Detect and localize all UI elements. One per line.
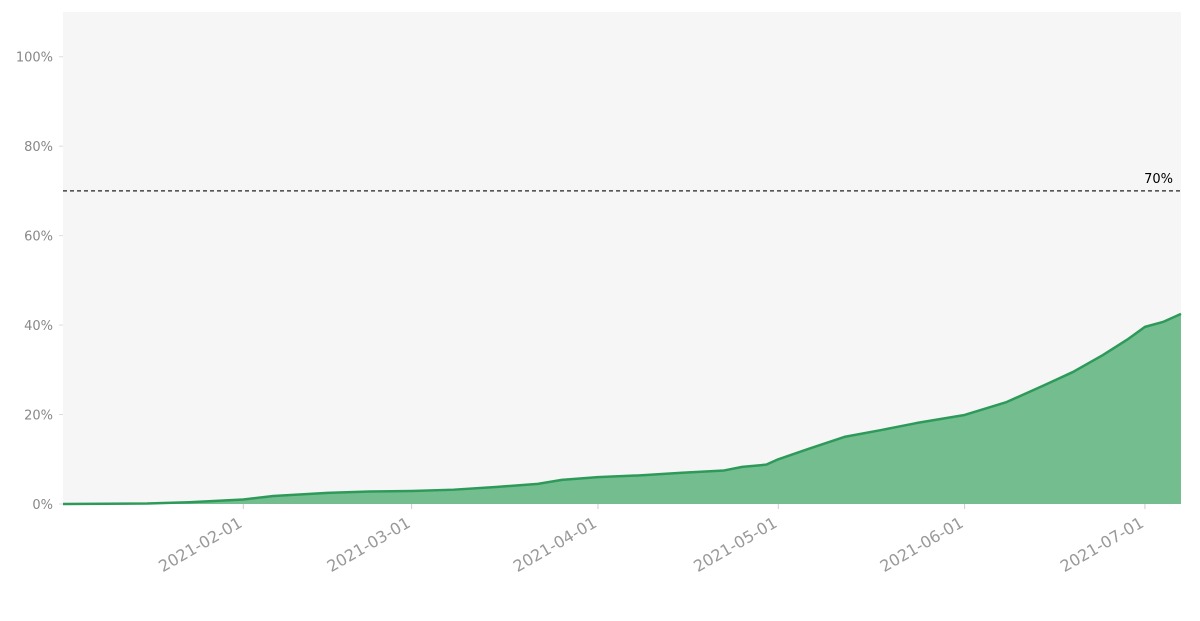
y-tick-label: 100% (16, 51, 53, 66)
y-tick-label: 60% (24, 230, 53, 245)
x-tick-label: 2021-07-01 (1057, 513, 1147, 576)
x-tick-label: 2021-04-01 (510, 513, 600, 576)
x-tick-label: 2021-02-01 (155, 513, 245, 576)
y-tick-label: 0% (32, 498, 53, 513)
reference-label: 70% (1144, 172, 1173, 187)
x-tick-label: 2021-03-01 (324, 513, 414, 576)
x-tick-label: 2021-06-01 (877, 513, 967, 576)
area (63, 313, 1181, 504)
y-tick-label: 20% (24, 409, 53, 424)
x-tick-label: 2021-05-01 (690, 513, 780, 576)
line (62, 312, 1182, 506)
y-tick-label: 80% (24, 140, 53, 155)
y-tick-label: 40% (24, 319, 53, 334)
